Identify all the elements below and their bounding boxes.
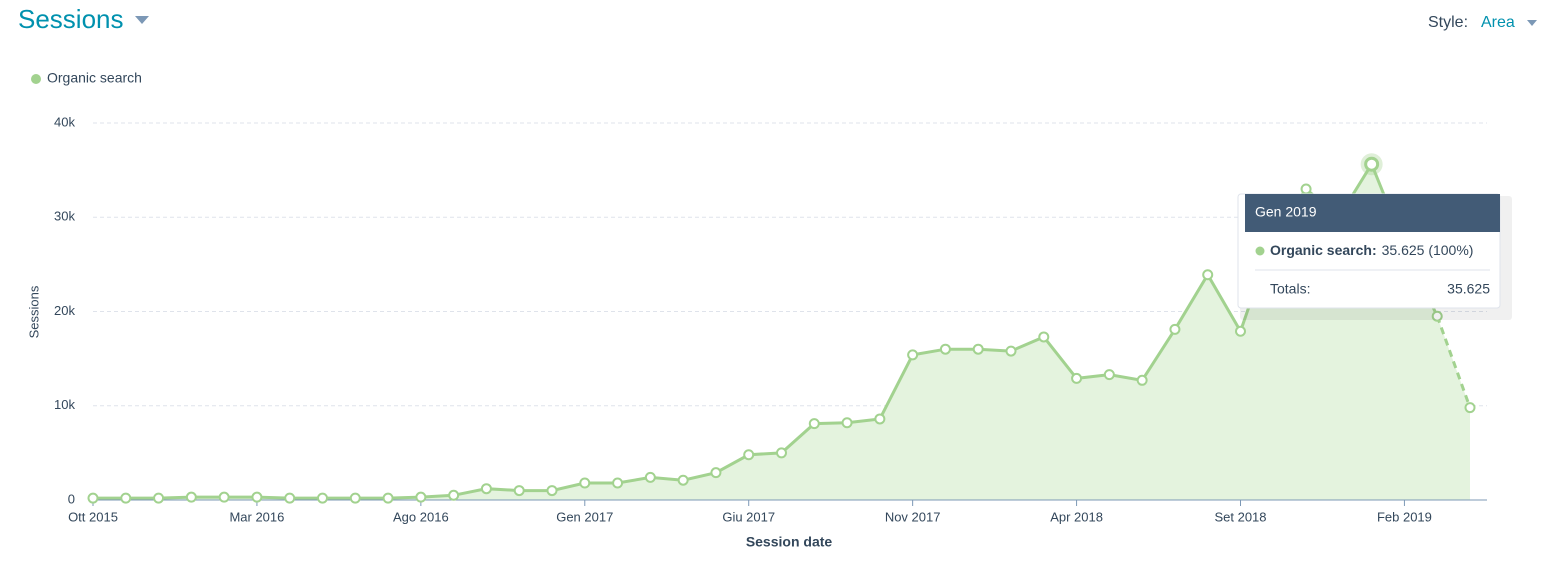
marker (1038, 331, 1050, 343)
marker (612, 477, 624, 489)
marker (284, 492, 296, 504)
marker (1431, 310, 1443, 322)
marker (218, 491, 230, 503)
line-partial (1435, 315, 1472, 409)
area (93, 164, 1470, 500)
marker (644, 471, 656, 483)
marker (874, 413, 886, 425)
x-tick-label: Feb 2019 (1377, 509, 1432, 524)
marker (1464, 402, 1476, 414)
y-tick-label: 10k (54, 397, 75, 412)
x-tick-label: Set 2018 (1214, 509, 1266, 524)
legend-label: Organic search (47, 70, 142, 86)
x-tick-label: Giu 2017 (722, 509, 775, 524)
marker (841, 417, 853, 429)
marker (349, 492, 361, 504)
marker (1005, 345, 1017, 357)
marker (776, 447, 787, 459)
tooltip-row: Organic search: 35.625 (100%) (1270, 242, 1473, 258)
marker (1136, 374, 1148, 386)
marker (677, 474, 689, 486)
x-tick-label: Ago 2016 (393, 509, 449, 524)
style-value[interactable]: Area (1481, 14, 1515, 31)
y-tick-label: 40k (54, 114, 75, 129)
x-tick-label: Mar 2016 (229, 509, 284, 524)
marker (153, 492, 165, 504)
marker (513, 485, 525, 497)
marker (710, 467, 722, 479)
y-tick-label: 0 (68, 491, 75, 506)
x-axis-title: Session date (746, 534, 833, 550)
y-tick-label: 20k (54, 303, 75, 318)
title-caret[interactable] (135, 16, 149, 24)
tooltip-header (1245, 194, 1500, 232)
tooltip-value: 35.625 (100%) (1382, 242, 1474, 258)
x-tick-label: Nov 2017 (885, 509, 941, 524)
marker (1300, 183, 1312, 195)
marker (546, 485, 558, 497)
marker (251, 491, 263, 503)
marker (743, 449, 755, 461)
marker (415, 491, 427, 503)
marker (317, 492, 328, 504)
tooltip-title: Gen 2019 (1255, 204, 1317, 220)
marker (907, 349, 919, 361)
marker (120, 492, 132, 504)
marker (1071, 372, 1083, 384)
marker (87, 492, 99, 504)
marker (480, 483, 492, 495)
tooltip-series: Organic search: (1270, 242, 1377, 258)
x-tick-label: Apr 2018 (1050, 509, 1103, 524)
style-label: Style: (1428, 14, 1468, 31)
x-tick-label: Gen 2017 (556, 509, 613, 524)
marker (1103, 369, 1115, 381)
marker (382, 492, 394, 504)
tooltip-total: 35.625 (1447, 281, 1490, 297)
x-tick-label: Ott 2015 (68, 509, 118, 524)
tooltip: Gen 2019 Organic search: 35.625 (100%) Tota… (1237, 193, 1512, 320)
marker (1202, 269, 1214, 281)
tooltip-total-label: Totals: (1270, 281, 1310, 297)
marker (579, 477, 591, 489)
marker (808, 418, 820, 430)
marker (1169, 323, 1181, 335)
y-axis-title: Sessions (26, 285, 41, 338)
marker (939, 343, 951, 355)
marker (972, 343, 984, 355)
y-tick-label: 30k (54, 209, 75, 224)
page-title[interactable]: Sessions (18, 4, 124, 34)
style-caret[interactable] (1527, 20, 1537, 26)
tooltip-swatch (1255, 246, 1265, 256)
marker (1235, 325, 1246, 337)
marker (185, 491, 197, 503)
marker (448, 489, 460, 501)
legend-swatch (31, 74, 41, 84)
marker-highlight (1364, 156, 1380, 172)
